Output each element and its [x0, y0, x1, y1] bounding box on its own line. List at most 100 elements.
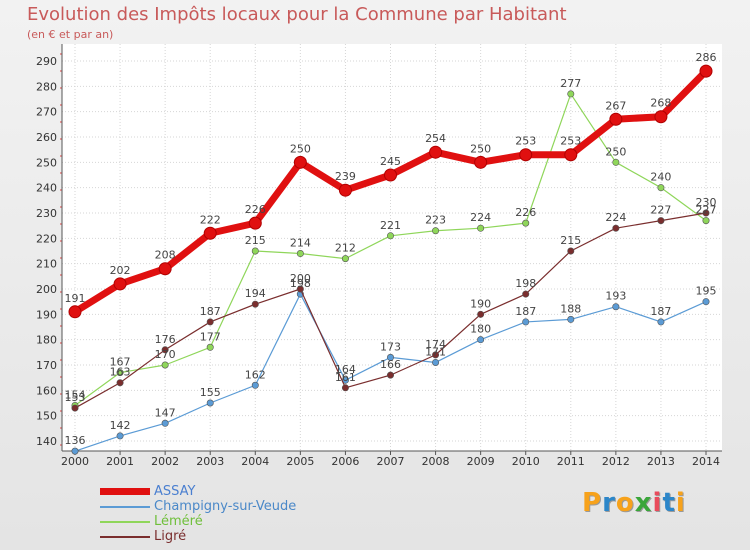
x-tick-label: 2011 [557, 455, 585, 468]
logo-letter: x [634, 488, 653, 518]
data-label-assay: 202 [110, 264, 131, 277]
data-point-ligr- [341, 384, 349, 392]
data-label-l-m-r-: 167 [110, 356, 131, 369]
data-label-assay: 253 [560, 135, 581, 148]
data-label-ligr-: 215 [560, 234, 581, 247]
x-tick-label: 2001 [106, 455, 134, 468]
data-point-ligr- [657, 217, 665, 225]
grid-lines [62, 44, 722, 451]
data-label-l-m-r-: 214 [290, 237, 311, 250]
data-point-assay [113, 277, 127, 291]
series-group [68, 64, 713, 455]
data-label-assay: 250 [290, 142, 311, 155]
legend-swatch [100, 536, 150, 538]
data-label-champigny-sur-veude: 187 [650, 305, 671, 318]
data-point-champigny-sur-veude [386, 353, 394, 361]
legend-swatch [100, 521, 150, 523]
data-label-assay: 253 [515, 135, 536, 148]
logo-letter: r [602, 488, 616, 518]
data-point-champigny-sur-veude [612, 303, 620, 311]
legend-label: Ligré [154, 529, 187, 544]
logo-letter: i [652, 488, 663, 518]
data-label-assay: 245 [380, 155, 401, 168]
data-point-ligr- [206, 318, 214, 326]
data-point-ligr- [296, 285, 304, 293]
data-point-l-m-r- [161, 361, 169, 369]
line-chart: 140 150 160 170 180 190 200 210 220 230 240 250 260 2… [36, 44, 722, 468]
data-label-ligr-: 194 [245, 287, 266, 300]
logo-letter: P [582, 488, 603, 518]
data-point-champigny-sur-veude [522, 318, 530, 326]
data-label-l-m-r-: 226 [515, 206, 536, 219]
data-label-l-m-r-: 224 [470, 211, 491, 224]
x-tick-label: 2002 [151, 455, 179, 468]
data-label-l-m-r-: 227 [696, 204, 717, 217]
data-point-ligr- [161, 346, 169, 354]
data-labels: 136 142 147 155 162 198 164 173 171 180 187 188 193 1… [65, 51, 717, 447]
data-label-ligr-: 163 [110, 366, 131, 379]
data-label-l-m-r-: 240 [650, 171, 671, 184]
proxiti-logo: Proxiti [582, 488, 686, 518]
data-point-ligr- [116, 379, 124, 387]
data-label-champigny-sur-veude: 164 [335, 363, 356, 376]
data-label-assay: 191 [65, 292, 86, 305]
x-tick-label: 2010 [512, 455, 540, 468]
data-point-assay [519, 148, 533, 162]
data-label-ligr-: 200 [290, 272, 311, 285]
data-label-assay: 239 [335, 170, 356, 183]
data-point-assay [699, 64, 713, 78]
data-label-champigny-sur-veude: 180 [470, 323, 491, 336]
data-label-ligr-: 198 [515, 277, 536, 290]
data-label-l-m-r-: 215 [245, 234, 266, 247]
data-point-assay [429, 145, 443, 159]
data-point-ligr- [477, 310, 485, 318]
data-label-champigny-sur-veude: 173 [380, 340, 401, 353]
data-point-champigny-sur-veude [477, 336, 485, 344]
data-point-l-m-r- [386, 232, 394, 240]
data-point-assay [338, 183, 352, 197]
data-point-l-m-r- [116, 369, 124, 377]
y-tick-label: 160 [36, 384, 57, 397]
data-label-assay: 226 [245, 203, 266, 216]
x-tick-label: 2005 [286, 455, 314, 468]
data-point-champigny-sur-veude [702, 298, 710, 306]
data-label-assay: 286 [696, 51, 717, 64]
data-label-assay: 222 [200, 213, 221, 226]
data-point-assay [564, 148, 578, 162]
data-point-l-m-r- [477, 224, 485, 232]
data-point-assay [248, 216, 262, 230]
data-point-ligr- [702, 209, 710, 217]
y-tick-label: 230 [36, 207, 57, 220]
data-point-assay [474, 155, 488, 169]
y-tick-label: 240 [36, 182, 57, 195]
data-label-champigny-sur-veude: 198 [290, 277, 311, 290]
data-label-assay: 254 [425, 132, 446, 145]
data-label-assay: 250 [470, 142, 491, 155]
data-label-l-m-r-: 154 [65, 389, 86, 402]
data-label-champigny-sur-veude: 147 [155, 406, 176, 419]
data-point-assay [654, 110, 668, 124]
logo-letter: i [675, 488, 686, 518]
x-tick-label: 2014 [692, 455, 720, 468]
x-tick-label: 2012 [602, 455, 630, 468]
data-label-champigny-sur-veude: 193 [605, 290, 626, 303]
data-label-ligr-: 227 [650, 204, 671, 217]
data-point-ligr- [386, 371, 394, 379]
data-point-assay [203, 226, 217, 240]
data-label-champigny-sur-veude: 155 [200, 386, 221, 399]
data-label-l-m-r-: 223 [425, 214, 446, 227]
data-label-l-m-r-: 177 [200, 330, 221, 343]
series-ligr- [71, 209, 710, 412]
x-tick-label: 2007 [377, 455, 405, 468]
x-tick-label: 2008 [422, 455, 450, 468]
data-point-champigny-sur-veude [206, 399, 214, 407]
data-label-l-m-r-: 277 [560, 77, 581, 90]
data-label-ligr-: 174 [425, 338, 446, 351]
data-point-champigny-sur-veude [432, 358, 440, 366]
axes: 140 150 160 170 180 190 200 210 220 230 240 250 260 2… [36, 44, 722, 468]
data-point-l-m-r- [251, 247, 259, 255]
data-point-ligr- [432, 351, 440, 359]
data-label-assay: 267 [605, 99, 626, 112]
y-tick-label: 280 [36, 80, 57, 93]
y-tick-label: 140 [36, 435, 57, 448]
